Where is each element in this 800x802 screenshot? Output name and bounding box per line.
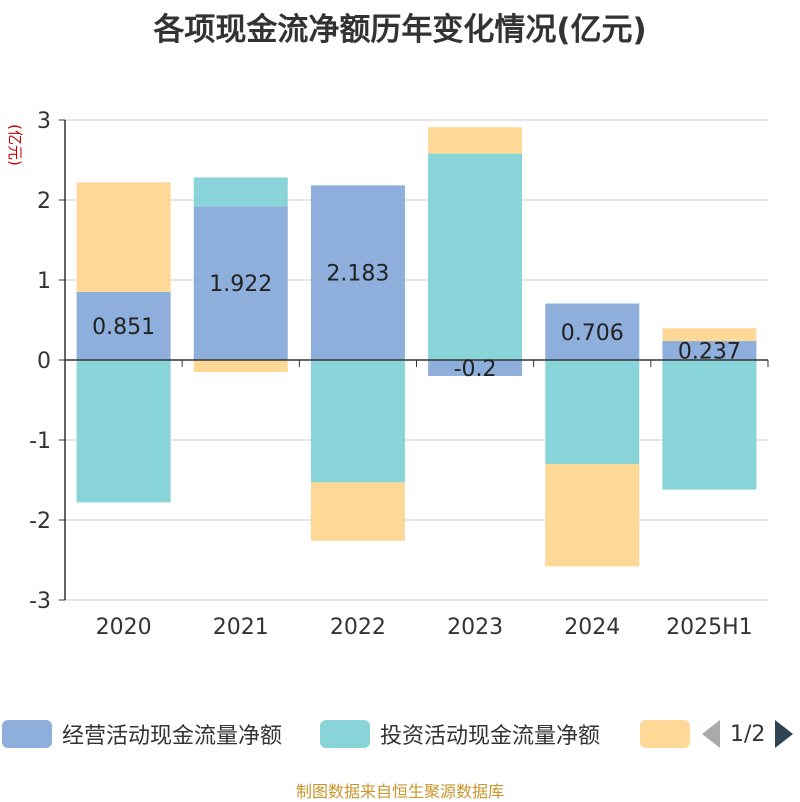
x-tick-label: 2020	[96, 615, 152, 640]
x-tick-label: 2022	[330, 615, 386, 640]
data-label: 1.922	[209, 272, 272, 297]
bar-s2-2025H1	[662, 360, 757, 490]
legend-swatch-third	[640, 720, 690, 748]
bar-s1-2022	[310, 185, 405, 360]
legend-item-operating[interactable]: 经营活动现金流量净额	[2, 716, 282, 752]
legend-item-investing[interactable]: 投资活动现金流量净额	[320, 716, 600, 752]
legend-page-indicator: 1/2	[730, 721, 766, 747]
legend-swatch-operating	[2, 720, 52, 748]
y-tick-label: 3	[37, 109, 51, 134]
x-tick-label: 2024	[564, 615, 620, 640]
x-tick-label: 2025H1	[666, 615, 753, 640]
bar-s2-2024	[545, 360, 640, 464]
bar-s1-2021	[193, 206, 288, 360]
bar-s1-2020	[76, 291, 171, 360]
bar-s1-2025H1	[662, 341, 757, 360]
legend-prev-arrow-icon[interactable]	[702, 720, 720, 748]
bar-s3-2023	[428, 127, 523, 154]
data-label: 0.851	[92, 315, 155, 340]
legend: 经营活动现金流量净额 投资活动现金流量净额	[0, 716, 800, 752]
chart-title: 各项现金流净额历年变化情况(亿元)	[153, 12, 647, 48]
legend-label-operating: 经营活动现金流量净额	[62, 724, 283, 749]
y-axis-label: (亿元)	[6, 124, 24, 166]
bar-s3-2022	[310, 482, 405, 541]
y-tick-label: 0	[37, 349, 51, 374]
legend-swatch-investing	[320, 720, 370, 748]
y-tick-label: -1	[29, 429, 51, 454]
x-tick-label: 2023	[447, 615, 503, 640]
bar-s1-2023	[428, 360, 523, 376]
bar-s2-2023	[428, 153, 523, 360]
y-tick-label: -2	[29, 509, 51, 534]
legend-item-third[interactable]	[640, 716, 700, 752]
legend-pager: 1/2	[702, 716, 794, 752]
legend-label-investing: 投资活动现金流量净额	[380, 724, 601, 749]
bar-s3-2025H1	[662, 328, 757, 342]
source-note: 制图数据来自恒生聚源数据库	[295, 782, 504, 801]
bar-s1-2024	[545, 303, 640, 360]
y-tick-label: 2	[37, 189, 51, 214]
bar-s3-2020	[76, 182, 171, 292]
y-tick-label: -3	[29, 589, 51, 614]
bar-s3-2021	[193, 360, 288, 372]
bar-s2-2021	[193, 177, 288, 207]
legend-next-arrow-icon[interactable]	[775, 720, 794, 748]
bar-s2-2020	[76, 360, 171, 503]
data-label: 0.706	[561, 321, 624, 346]
bar-s3-2024	[545, 464, 640, 567]
y-tick-label: 1	[37, 269, 51, 294]
data-label: 0.237	[678, 340, 741, 365]
data-label: -0.2	[454, 357, 497, 382]
x-tick-label: 2021	[213, 615, 269, 640]
bar-s2-2022	[310, 360, 405, 483]
data-label: 2.183	[326, 262, 389, 287]
